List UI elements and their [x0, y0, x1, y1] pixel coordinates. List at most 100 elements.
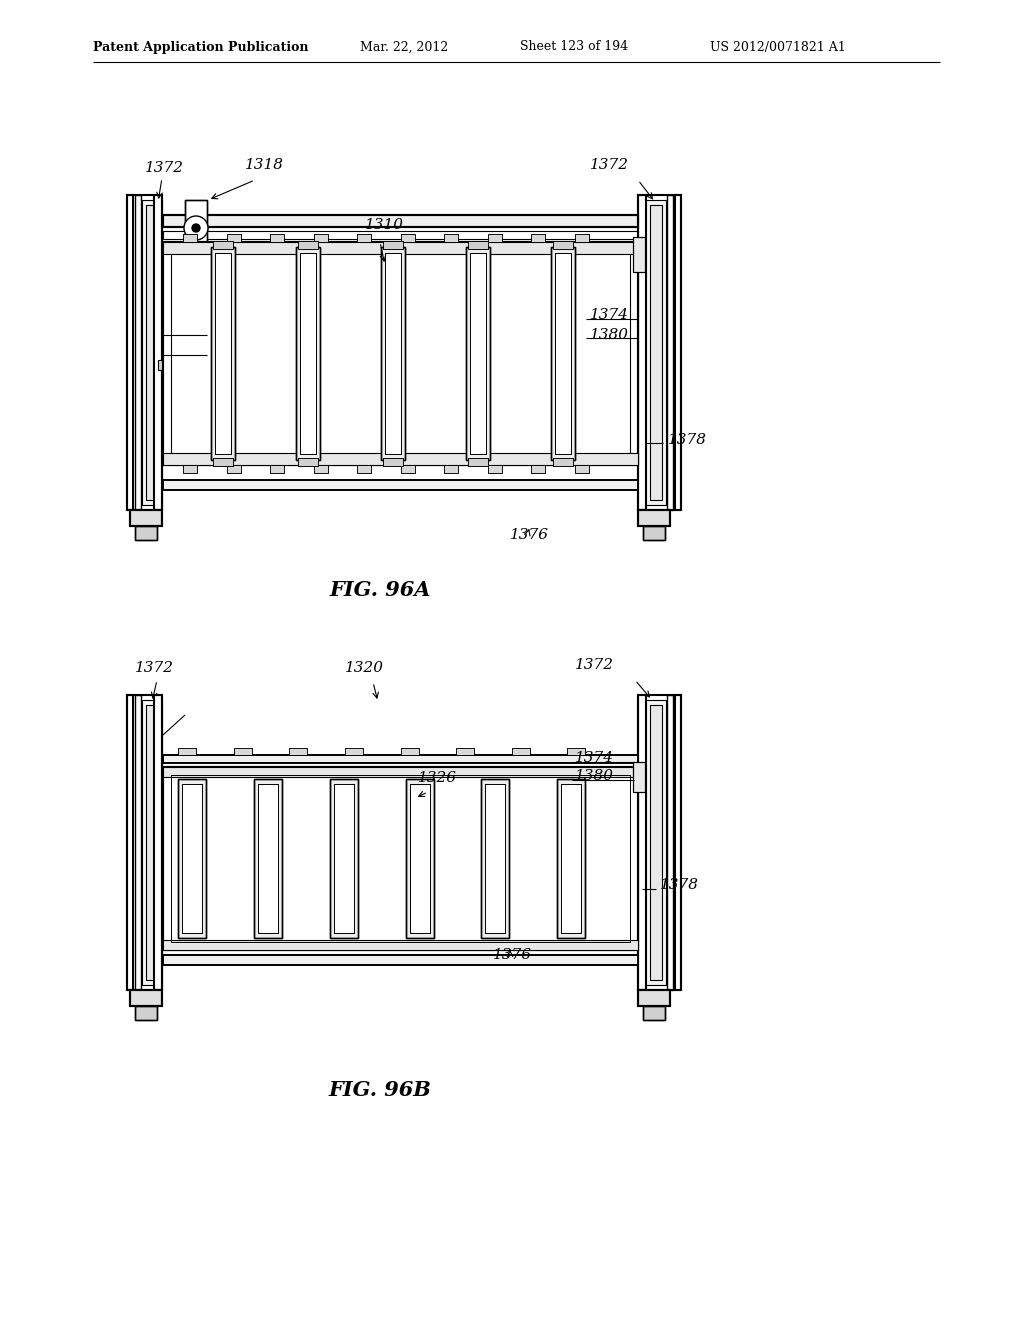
Bar [512, 748, 529, 755]
Bar [163, 480, 638, 490]
Bar [226, 234, 241, 242]
Bar [555, 253, 571, 454]
Bar [313, 465, 328, 473]
Text: 1320: 1320 [345, 661, 384, 675]
Bar [385, 253, 401, 454]
Bar [470, 253, 486, 454]
Bar [406, 779, 433, 939]
Bar [531, 465, 545, 473]
Bar [531, 234, 545, 242]
Bar [638, 990, 670, 1006]
Bar [296, 247, 319, 459]
Bar [466, 247, 490, 459]
Bar [163, 755, 638, 763]
Bar [456, 748, 474, 755]
Text: FIG. 96A: FIG. 96A [330, 579, 431, 601]
Bar [667, 195, 673, 510]
Bar [130, 510, 162, 525]
Bar [643, 525, 665, 540]
Bar [557, 779, 585, 939]
Bar [300, 253, 316, 454]
Text: 1374: 1374 [590, 308, 629, 322]
Bar [163, 940, 638, 950]
Bar [444, 234, 458, 242]
Bar [406, 779, 433, 939]
Bar [130, 990, 162, 1006]
Bar [345, 748, 362, 755]
Bar [270, 234, 284, 242]
Bar [555, 253, 571, 454]
Bar [400, 465, 415, 473]
Bar [357, 234, 371, 242]
Bar [163, 767, 638, 950]
Bar [638, 510, 670, 525]
Bar [313, 234, 328, 242]
Bar [298, 458, 318, 466]
Bar [226, 234, 241, 242]
Bar [531, 234, 545, 242]
Bar [650, 205, 662, 500]
Bar [531, 465, 545, 473]
Bar [512, 748, 529, 755]
Bar [270, 465, 284, 473]
Bar [211, 247, 234, 459]
Bar [561, 784, 582, 933]
Bar [468, 458, 488, 466]
Bar [183, 465, 197, 473]
Bar [289, 748, 307, 755]
Bar [468, 242, 488, 249]
Bar [298, 458, 318, 466]
Bar [383, 242, 403, 249]
Bar [233, 748, 252, 755]
Bar [182, 784, 202, 933]
Bar [466, 247, 490, 459]
Text: 1318: 1318 [245, 158, 284, 172]
Bar [178, 748, 196, 755]
Bar [400, 748, 419, 755]
Bar [163, 242, 638, 253]
Bar [487, 465, 502, 473]
Bar [135, 525, 157, 540]
Bar [154, 195, 162, 510]
Text: Sheet 123 of 194: Sheet 123 of 194 [520, 41, 628, 54]
Bar [163, 242, 638, 465]
Bar [142, 700, 162, 985]
Bar [163, 767, 638, 777]
Text: 1310: 1310 [365, 218, 404, 232]
Bar [567, 748, 586, 755]
Bar [400, 234, 415, 242]
Bar [646, 700, 666, 985]
Bar [551, 247, 575, 459]
Bar [163, 215, 638, 227]
Bar [207, 366, 227, 375]
Bar [158, 360, 166, 370]
Bar [183, 465, 197, 473]
Text: 1376: 1376 [493, 948, 532, 962]
Bar [357, 465, 371, 473]
Bar [410, 784, 429, 933]
Bar [183, 234, 197, 242]
Bar [675, 696, 681, 990]
Bar [485, 784, 505, 933]
Bar [400, 234, 415, 242]
Bar [296, 247, 319, 459]
Bar [574, 465, 589, 473]
Bar [163, 231, 638, 239]
Bar [638, 195, 681, 510]
Bar [633, 762, 645, 792]
Circle shape [184, 216, 208, 240]
Bar [163, 755, 638, 763]
Text: 1380: 1380 [590, 327, 629, 342]
Bar [643, 525, 665, 540]
Bar [487, 234, 502, 242]
Bar [574, 234, 589, 242]
Bar [444, 465, 458, 473]
Circle shape [193, 224, 200, 232]
Bar [270, 234, 284, 242]
Bar [163, 954, 638, 965]
Bar [233, 748, 252, 755]
Text: FIG. 96B: FIG. 96B [329, 1080, 431, 1100]
Bar [468, 242, 488, 249]
Bar [213, 458, 233, 466]
Bar [470, 253, 486, 454]
